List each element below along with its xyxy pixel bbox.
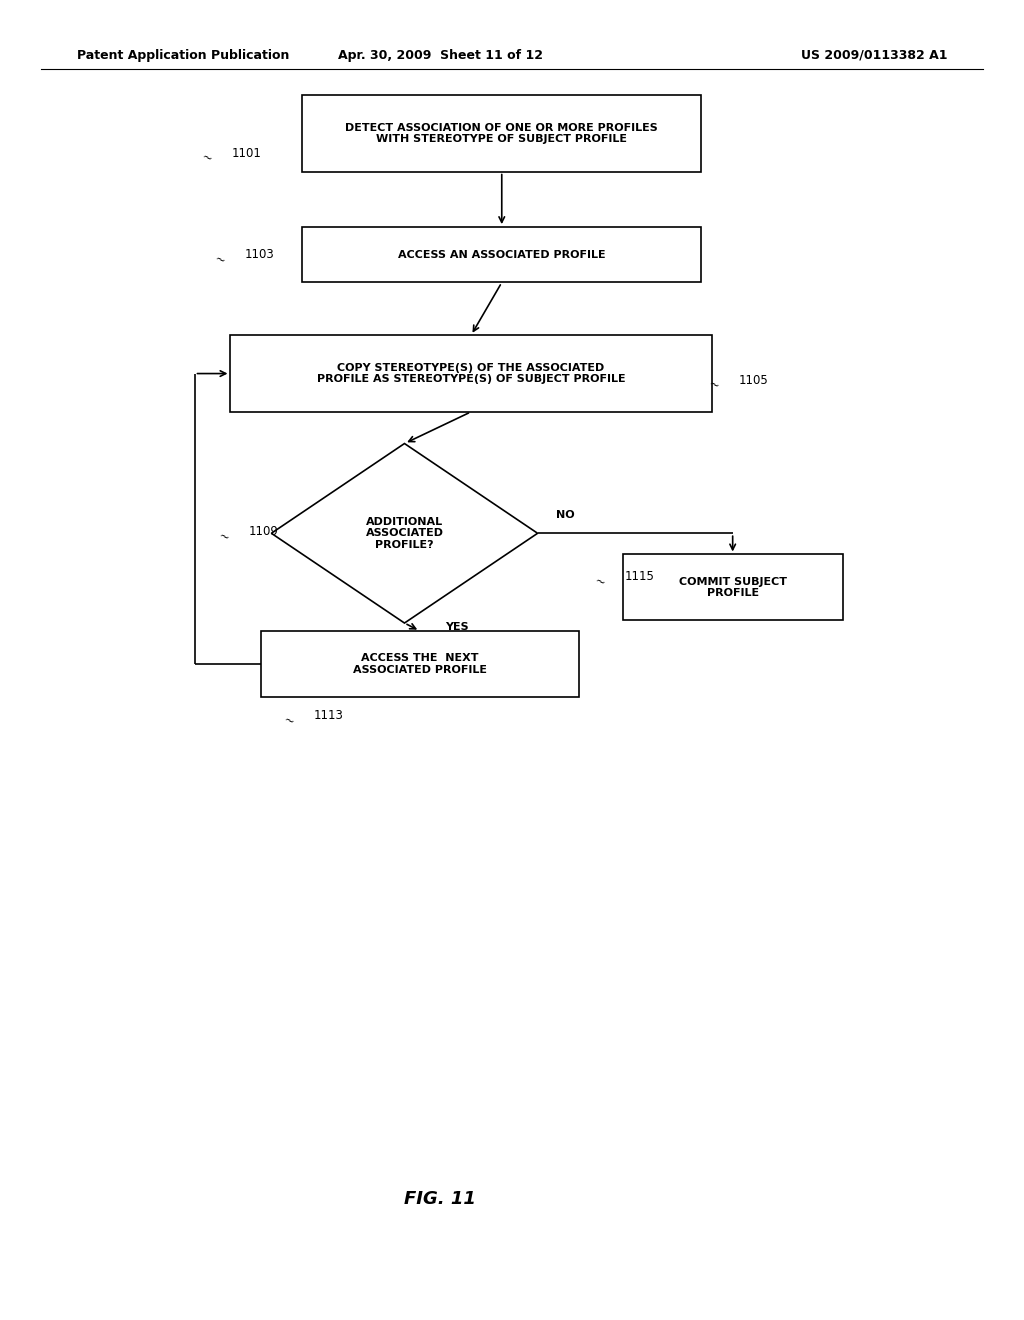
Text: 1105: 1105 [738,374,768,387]
Text: ACCESS AN ASSOCIATED PROFILE: ACCESS AN ASSOCIATED PROFILE [398,249,605,260]
Text: 1113: 1113 [313,709,343,722]
Text: 1115: 1115 [625,570,654,583]
FancyBboxPatch shape [230,335,712,412]
Text: ~: ~ [593,574,607,590]
Text: ~: ~ [213,252,227,268]
Text: ADDITIONAL
ASSOCIATED
PROFILE?: ADDITIONAL ASSOCIATED PROFILE? [366,516,443,550]
FancyBboxPatch shape [261,631,579,697]
Text: DETECT ASSOCIATION OF ONE OR MORE PROFILES
WITH STEREOTYPE OF SUBJECT PROFILE: DETECT ASSOCIATION OF ONE OR MORE PROFIL… [345,123,658,144]
FancyBboxPatch shape [302,227,701,282]
Text: ~: ~ [707,378,721,393]
Text: YES: YES [445,622,469,632]
Text: 1103: 1103 [245,248,274,261]
Text: ~: ~ [200,150,214,166]
Text: Patent Application Publication: Patent Application Publication [77,49,289,62]
Text: Apr. 30, 2009  Sheet 11 of 12: Apr. 30, 2009 Sheet 11 of 12 [338,49,543,62]
Text: 1101: 1101 [231,147,261,160]
FancyBboxPatch shape [623,554,843,620]
Text: ~: ~ [217,529,231,545]
Text: COPY STEREOTYPE(S) OF THE ASSOCIATED
PROFILE AS STEREOTYPE(S) OF SUBJECT PROFILE: COPY STEREOTYPE(S) OF THE ASSOCIATED PRO… [316,363,626,384]
FancyBboxPatch shape [302,95,701,172]
Polygon shape [271,444,538,623]
Text: ACCESS THE  NEXT
ASSOCIATED PROFILE: ACCESS THE NEXT ASSOCIATED PROFILE [353,653,486,675]
Text: COMMIT SUBJECT
PROFILE: COMMIT SUBJECT PROFILE [679,577,786,598]
Text: ~: ~ [282,713,296,729]
Text: US 2009/0113382 A1: US 2009/0113382 A1 [801,49,947,62]
Text: 1109: 1109 [249,525,279,539]
Text: NO: NO [556,510,574,520]
Text: FIG. 11: FIG. 11 [404,1189,476,1208]
